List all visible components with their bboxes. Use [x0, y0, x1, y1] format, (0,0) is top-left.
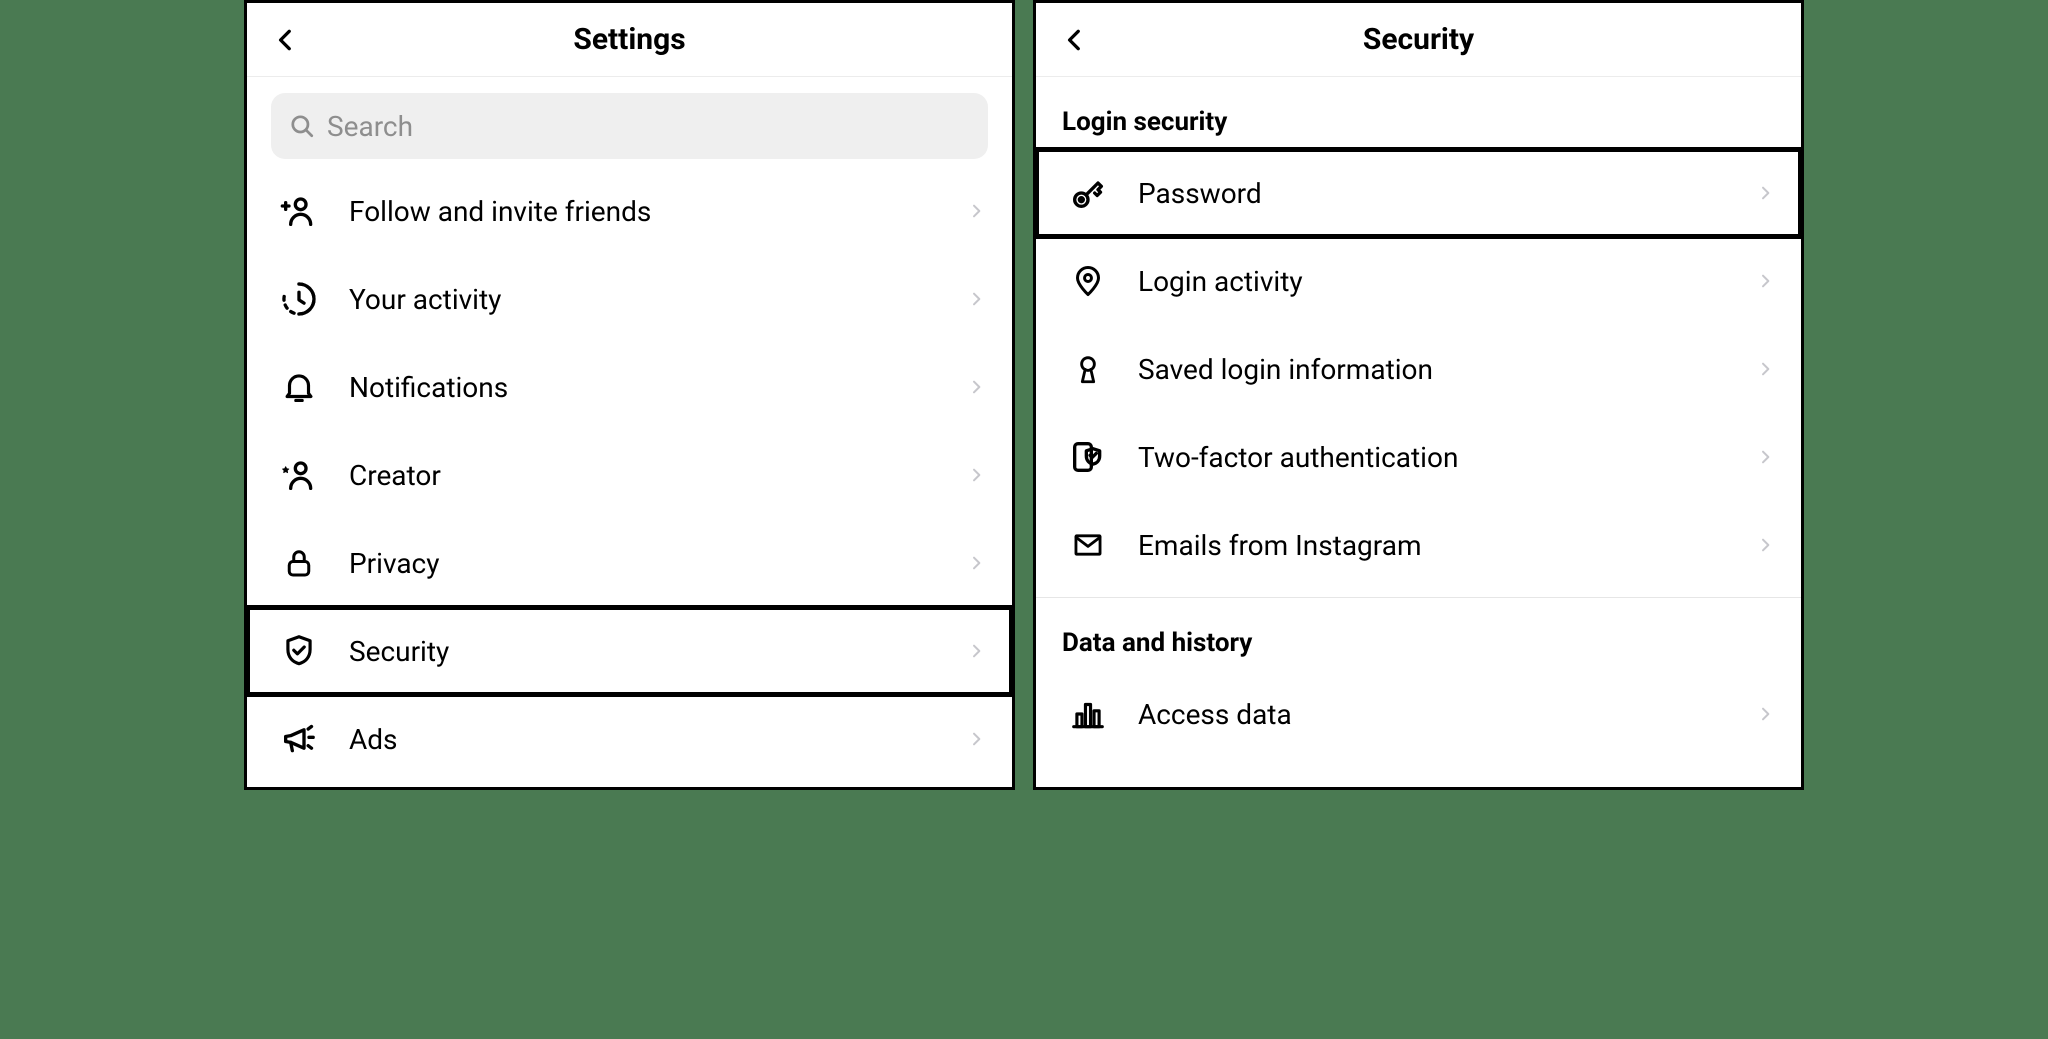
device-shield-icon [1066, 437, 1110, 477]
row-label: Emails from Instagram [1138, 529, 1729, 562]
chevron-right-icon [968, 199, 984, 223]
row-notifications[interactable]: Notifications [247, 343, 1012, 431]
navbar: Security [1036, 3, 1801, 77]
chevron-left-icon [273, 23, 299, 57]
row-your-activity[interactable]: Your activity [247, 255, 1012, 343]
back-button[interactable] [1058, 23, 1092, 57]
chevron-right-icon [1757, 269, 1773, 293]
row-label: Ads [349, 723, 940, 756]
activity-clock-icon [277, 279, 321, 319]
settings-list: Follow and invite friends Your activity … [247, 167, 1012, 783]
page-title: Security [1363, 22, 1474, 57]
settings-screen: Settings Search Follow and invite friend… [244, 0, 1015, 790]
row-creator[interactable]: Creator [247, 431, 1012, 519]
back-button[interactable] [269, 23, 303, 57]
row-follow-invite[interactable]: Follow and invite friends [247, 167, 1012, 255]
row-emails[interactable]: Emails from Instagram [1036, 501, 1801, 589]
search-wrapper: Search [247, 77, 1012, 167]
search-icon [289, 113, 315, 139]
section-title-login-security: Login security [1036, 77, 1801, 149]
login-security-list: Password Login activity Saved login info… [1036, 149, 1801, 589]
star-person-icon [277, 455, 321, 495]
row-saved-login[interactable]: Saved login information [1036, 325, 1801, 413]
row-label: Creator [349, 459, 940, 492]
row-access-data[interactable]: Access data [1036, 670, 1801, 758]
keyhole-icon [1066, 350, 1110, 388]
row-password[interactable]: Password [1036, 149, 1801, 237]
row-two-factor[interactable]: Two-factor authentication [1036, 413, 1801, 501]
chevron-right-icon [968, 463, 984, 487]
chevron-right-icon [968, 727, 984, 751]
row-privacy[interactable]: Privacy [247, 519, 1012, 607]
page-title: Settings [573, 22, 685, 57]
chevron-right-icon [968, 639, 984, 663]
row-login-activity[interactable]: Login activity [1036, 237, 1801, 325]
chevron-right-icon [1757, 357, 1773, 381]
chevron-right-icon [968, 375, 984, 399]
navbar: Settings [247, 3, 1012, 77]
data-history-list: Access data [1036, 670, 1801, 758]
chevron-right-icon [1757, 702, 1773, 726]
row-label: Access data [1138, 698, 1729, 731]
search-input[interactable]: Search [271, 93, 988, 159]
shield-check-icon [277, 632, 321, 670]
chevron-right-icon [1757, 181, 1773, 205]
row-label: Password [1138, 177, 1729, 210]
row-label: Notifications [349, 371, 940, 404]
megaphone-icon [277, 719, 321, 759]
search-placeholder: Search [327, 110, 413, 143]
two-phone-layout: Settings Search Follow and invite friend… [244, 0, 1804, 790]
envelope-icon [1066, 528, 1110, 562]
key-icon [1066, 173, 1110, 213]
bell-icon [277, 368, 321, 406]
location-pin-icon [1066, 263, 1110, 299]
chevron-right-icon [1757, 445, 1773, 469]
add-friend-icon [277, 191, 321, 231]
row-label: Two-factor authentication [1138, 441, 1729, 474]
row-security[interactable]: Security [247, 607, 1012, 695]
lock-icon [277, 545, 321, 581]
row-label: Privacy [349, 547, 940, 580]
chevron-right-icon [968, 551, 984, 575]
row-label: Follow and invite friends [349, 195, 940, 228]
chevron-left-icon [1062, 23, 1088, 57]
chevron-right-icon [1757, 533, 1773, 557]
row-label: Login activity [1138, 265, 1729, 298]
chevron-right-icon [968, 287, 984, 311]
security-screen: Security Login security Password Login a… [1033, 0, 1804, 790]
row-label: Saved login information [1138, 353, 1729, 386]
bar-chart-icon [1066, 695, 1110, 733]
section-title-data-history: Data and history [1036, 598, 1801, 670]
row-label: Security [349, 635, 940, 668]
row-ads[interactable]: Ads [247, 695, 1012, 783]
row-label: Your activity [349, 283, 940, 316]
